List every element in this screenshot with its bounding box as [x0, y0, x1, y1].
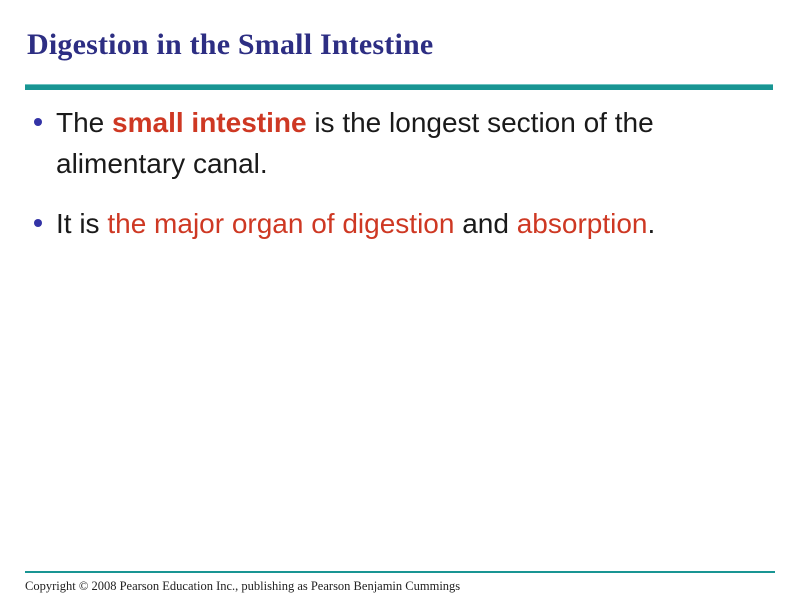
- text-segment: is the longest section of the alimentary…: [56, 107, 654, 179]
- text-segment: .: [647, 208, 656, 240]
- text-segment: small intestine: [112, 107, 307, 138]
- bullet-item: It is the major organ of digestion and a…: [30, 204, 722, 245]
- text-segment: It is: [56, 208, 108, 240]
- text-segment: the major organ of digestion: [107, 208, 455, 240]
- text-segment: absorption: [516, 208, 648, 240]
- bullet-item: The small intestine is the longest secti…: [30, 103, 722, 184]
- bullet-dot-icon: [34, 219, 42, 228]
- bullet-dot-icon: [34, 118, 42, 126]
- footer-divider-rule: [25, 571, 775, 573]
- title-divider-rule: [25, 84, 773, 90]
- copyright-text: Copyright © 2008 Pearson Education Inc.,…: [25, 579, 461, 593]
- bullet-list: The small intestine is the longest secti…: [30, 103, 722, 265]
- slide-title: Digestion in the Small Intestine: [27, 28, 434, 62]
- text-segment: and: [454, 208, 517, 240]
- text-segment: The: [56, 107, 113, 138]
